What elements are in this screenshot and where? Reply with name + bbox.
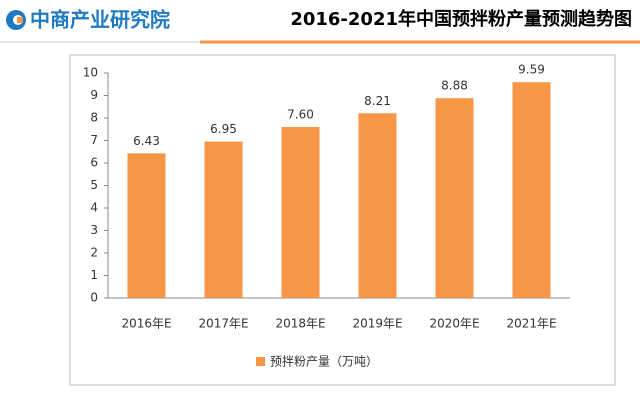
y-tick-label: 7 — [90, 133, 98, 147]
y-tick-label: 2 — [90, 246, 98, 260]
legend-swatch — [256, 357, 265, 366]
legend-label: 预拌粉产量（万吨） — [270, 354, 378, 369]
y-tick-label: 0 — [90, 291, 98, 305]
x-tick-label: 2021年E — [506, 317, 556, 331]
y-tick-label: 6 — [90, 156, 98, 170]
bar — [281, 127, 320, 298]
value-label: 8.21 — [364, 94, 391, 108]
value-label: 9.59 — [518, 63, 545, 77]
x-tick-label: 2019年E — [352, 317, 402, 331]
y-tick-label: 4 — [90, 201, 98, 215]
y-tick-label: 8 — [90, 111, 98, 125]
value-label: 6.43 — [133, 134, 160, 148]
x-tick-label: 2020年E — [429, 317, 479, 331]
bar — [435, 98, 474, 298]
bar — [127, 153, 166, 298]
logo-text: 中商产业研究院 — [30, 8, 170, 32]
y-tick-label: 3 — [90, 223, 98, 237]
bar — [358, 113, 397, 299]
plot-frame — [69, 54, 616, 386]
chart-title: 2016-2021年中国预拌粉产量预测趋势图 — [290, 8, 632, 30]
x-tick-label: 2016年E — [121, 317, 171, 331]
y-tick-label: 5 — [90, 178, 98, 192]
logo-icon-accent — [17, 17, 23, 23]
x-tick-label: 2017年E — [198, 317, 248, 331]
bar — [512, 82, 551, 298]
x-tick-label: 2018年E — [275, 317, 325, 331]
y-tick-label: 10 — [83, 66, 98, 80]
value-label: 6.95 — [210, 122, 237, 136]
value-label: 8.88 — [441, 79, 468, 93]
y-tick-label: 9 — [90, 88, 98, 102]
bar — [204, 141, 243, 298]
value-label: 7.60 — [287, 108, 314, 122]
y-tick-label: 1 — [90, 268, 98, 282]
